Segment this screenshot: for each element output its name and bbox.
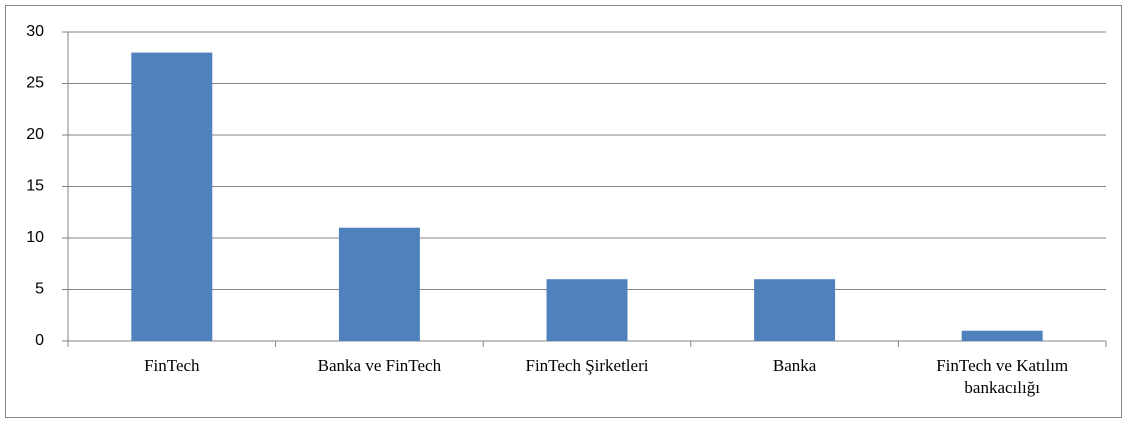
x-tick-label: FinTech Şirketleri xyxy=(525,356,649,375)
bar xyxy=(338,227,420,341)
y-tick-label: 5 xyxy=(35,281,44,298)
bar xyxy=(961,330,1043,341)
y-tick-label: 15 xyxy=(26,178,44,195)
y-tick-label: 25 xyxy=(26,75,44,92)
y-tick-label: 20 xyxy=(26,126,44,143)
y-tick-label: 10 xyxy=(26,229,44,246)
bar xyxy=(546,279,628,341)
x-tick-label: Banka ve FinTech xyxy=(317,356,442,375)
y-tick-label: 0 xyxy=(35,332,44,349)
bar xyxy=(754,279,836,341)
x-tick-label: FinTech ve Katılım bankacılığı xyxy=(936,356,1069,397)
x-tick-label: FinTech xyxy=(144,356,200,375)
y-tick-label: 30 xyxy=(26,23,44,40)
x-tick-label: Banka xyxy=(772,356,817,375)
bar xyxy=(131,52,213,341)
